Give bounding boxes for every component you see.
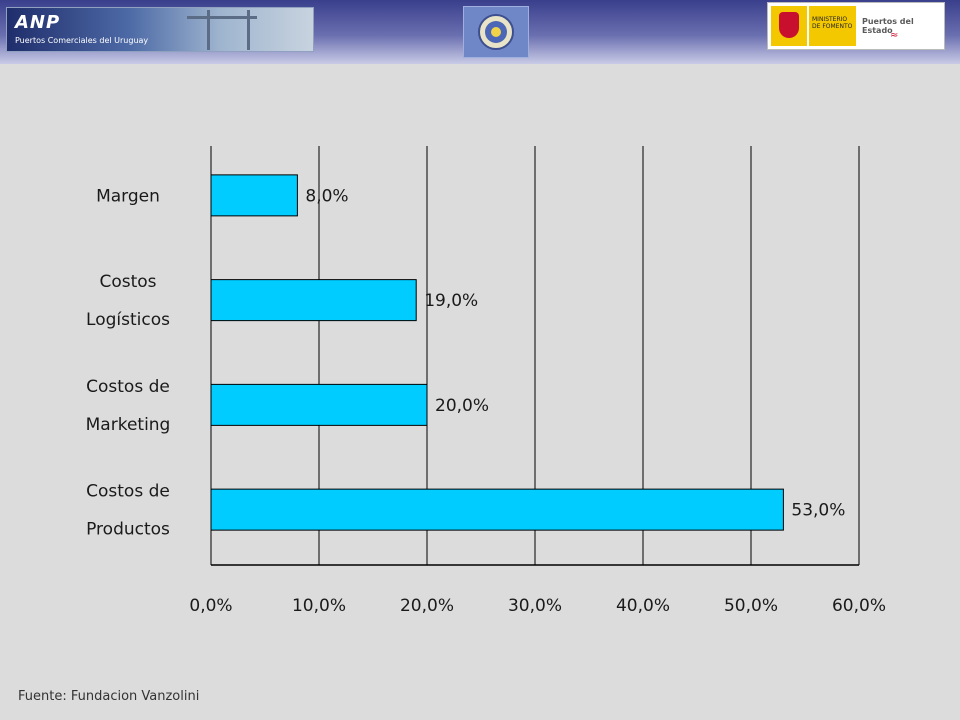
category-label: Margen bbox=[96, 186, 160, 206]
bar-value-label: 20,0% bbox=[435, 396, 489, 416]
source-note: Fuente: Fundacion Vanzolini bbox=[18, 689, 200, 704]
category-label: Productos bbox=[86, 520, 170, 540]
crane-graphic bbox=[207, 10, 210, 50]
spain-coat-of-arms-icon bbox=[771, 6, 807, 46]
ministerio-puertos-logo: MINISTERIO DE FOMENTO Puertos del Estado… bbox=[767, 2, 945, 50]
x-tick-label: 30,0% bbox=[508, 596, 562, 616]
x-tick-label: 10,0% bbox=[292, 596, 346, 616]
crane-graphic bbox=[247, 10, 250, 50]
anp-logo-subtitle: Puertos Comerciales del Uruguay bbox=[15, 36, 149, 45]
x-tick-label: 40,0% bbox=[616, 596, 670, 616]
category-label: Costos de bbox=[86, 482, 170, 502]
category-label: Marketing bbox=[86, 415, 171, 435]
puertos-del-estado-label: Puertos del Estado bbox=[862, 17, 914, 35]
crane-arm-graphic bbox=[187, 16, 257, 19]
category-label: Costos bbox=[99, 272, 156, 292]
category-label: Logísticos bbox=[86, 310, 170, 330]
x-tick-label: 20,0% bbox=[400, 596, 454, 616]
oas-emblem-icon bbox=[478, 14, 514, 50]
puertos-wave-icon: ≈ bbox=[890, 30, 899, 41]
anp-logo: ANP Puertos Comerciales del Uruguay bbox=[6, 7, 314, 52]
bar bbox=[210, 279, 417, 322]
x-tick-label: 60,0% bbox=[832, 596, 886, 616]
bar-value-label: 53,0% bbox=[791, 501, 845, 521]
header-banner: ANP Puertos Comerciales del Uruguay MINI… bbox=[0, 0, 960, 64]
bar-value-label: 19,0% bbox=[424, 291, 478, 311]
bar bbox=[210, 488, 784, 531]
x-tick-label: 0,0% bbox=[189, 596, 232, 616]
oas-logo bbox=[463, 6, 529, 58]
x-tick-label: 50,0% bbox=[724, 596, 778, 616]
ministerio-label: MINISTERIO DE FOMENTO bbox=[809, 6, 856, 46]
anp-logo-mark: ANP bbox=[15, 12, 61, 33]
bar bbox=[210, 174, 298, 217]
category-label: Costos de bbox=[86, 377, 170, 397]
bar-value-label: 8,0% bbox=[305, 186, 348, 206]
bar bbox=[210, 383, 428, 426]
